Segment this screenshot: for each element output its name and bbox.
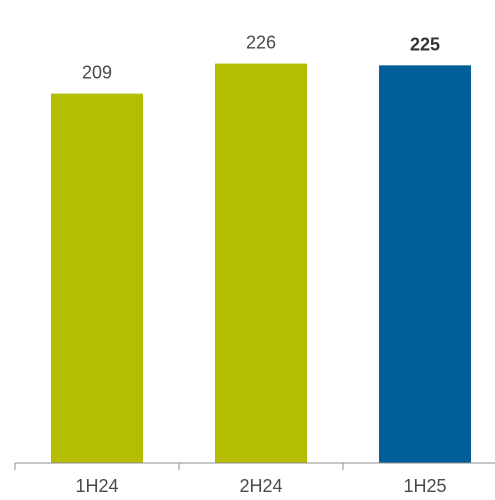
x-tick-1h25: 1H25 <box>403 476 446 496</box>
bar-1h25 <box>379 65 471 464</box>
bar-1h24 <box>51 93 143 464</box>
bars <box>51 63 471 464</box>
data-labels: 209 226 225 <box>82 33 440 83</box>
x-tick-labels: 1H24 2H24 1H25 <box>75 476 446 496</box>
data-label-1h24: 209 <box>82 63 112 83</box>
bar-2h24 <box>215 63 307 464</box>
data-label-2h24: 226 <box>246 33 276 53</box>
x-tick-1h24: 1H24 <box>75 476 118 496</box>
x-tick-2h24: 2H24 <box>239 476 282 496</box>
x-axis <box>14 462 495 470</box>
data-label-1h25: 225 <box>410 34 440 54</box>
